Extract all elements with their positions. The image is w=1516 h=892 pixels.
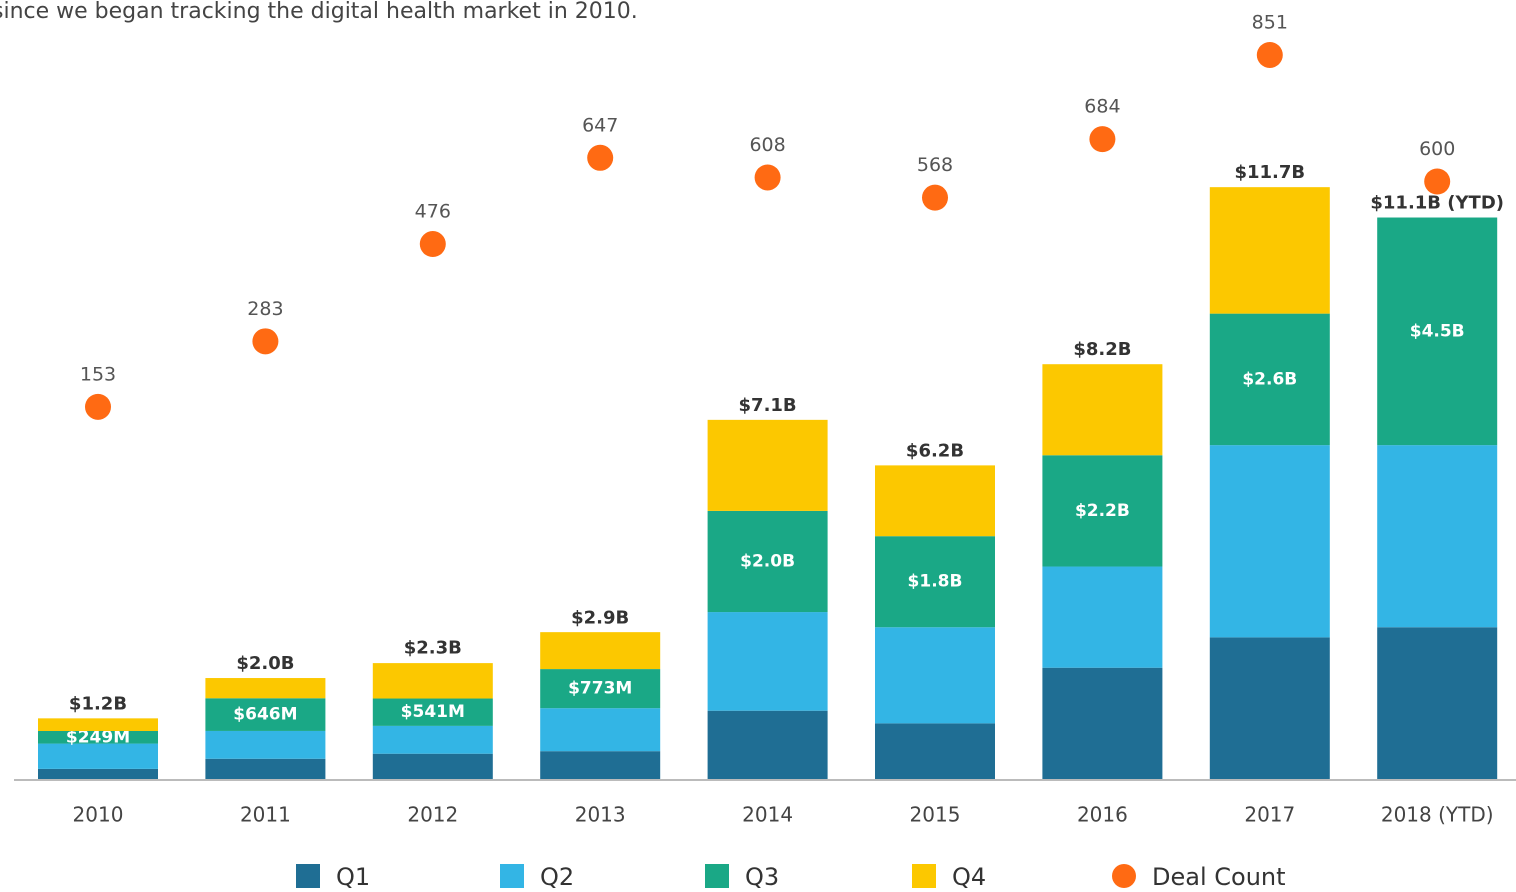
x-tick-label: 2016 xyxy=(1077,803,1128,827)
x-tick-label: 2015 xyxy=(910,803,961,827)
deal-label: 851 xyxy=(1252,11,1288,33)
legend-swatch xyxy=(500,864,524,888)
x-tick-label: 2018 (YTD) xyxy=(1381,803,1494,827)
deal-label: 600 xyxy=(1419,138,1455,160)
bar-segment xyxy=(1209,445,1330,638)
bar-segment xyxy=(205,758,326,779)
bar-segment xyxy=(707,510,828,613)
legend-swatch xyxy=(1112,864,1136,888)
x-tick-label: 2013 xyxy=(575,803,626,827)
bar-segment xyxy=(540,751,661,779)
deal-label: 568 xyxy=(917,154,953,176)
bar-segment xyxy=(875,536,995,628)
legend-swatch xyxy=(705,864,729,888)
bar-segment xyxy=(372,725,493,754)
x-tick-label: 2017 xyxy=(1244,803,1295,827)
bar-segment xyxy=(1209,313,1330,446)
total-label: $7.1B xyxy=(739,395,797,416)
deal-label: 476 xyxy=(415,201,451,223)
x-tick-label: 2012 xyxy=(407,803,458,827)
legend-swatch xyxy=(296,864,320,888)
deal-dot xyxy=(1424,168,1451,195)
total-label: $11.1B (YTD) xyxy=(1370,193,1504,214)
segment-label: $1.8B xyxy=(908,572,963,592)
total-label: $6.2B xyxy=(906,440,964,461)
segment-label: $541M xyxy=(401,702,465,722)
bar-segment xyxy=(372,698,493,726)
bar-segment xyxy=(1209,637,1330,779)
total-label: $2.9B xyxy=(571,607,629,628)
deal-label: 153 xyxy=(80,363,116,385)
deal-dot xyxy=(922,184,948,211)
total-label: $8.2B xyxy=(1073,339,1131,360)
x-tick-label: 2014 xyxy=(742,803,793,827)
bar-segment xyxy=(1209,187,1330,314)
segment-label: $2.0B xyxy=(740,551,795,571)
segment-label: $773M xyxy=(568,679,632,699)
legend-label: Q2 xyxy=(540,863,574,891)
deal-dot xyxy=(252,328,279,355)
x-tick-label: 2011 xyxy=(240,803,291,827)
deal-label: 684 xyxy=(1084,96,1120,118)
bar-segment xyxy=(1377,217,1498,446)
bar-segment xyxy=(38,718,158,731)
total-label: $2.0B xyxy=(236,653,294,674)
bar-segment xyxy=(540,632,661,670)
segment-label: $249M xyxy=(66,727,130,747)
bar-segment xyxy=(1042,364,1163,456)
deal-dot xyxy=(587,144,614,171)
total-label: $2.3B xyxy=(404,638,462,659)
deal-dot xyxy=(1256,41,1283,68)
total-label: $11.7B xyxy=(1234,162,1305,183)
segment-label: $2.2B xyxy=(1075,501,1130,521)
deal-label: 283 xyxy=(247,298,283,320)
total-label: $1.2B xyxy=(69,693,127,714)
deal-dot xyxy=(85,393,111,420)
bar-segment xyxy=(1377,445,1498,628)
bar-segment xyxy=(38,768,158,779)
bar-segment xyxy=(540,669,661,709)
bar-segment xyxy=(205,698,326,731)
x-tick-label: 2010 xyxy=(73,803,124,827)
bar-segment xyxy=(1377,627,1498,779)
legend-label: Deal Count xyxy=(1152,863,1286,891)
bar-segment xyxy=(205,678,326,699)
deal-dot xyxy=(754,164,781,191)
chart-subtitle: since we began tracking the digital heal… xyxy=(0,0,638,24)
segment-label: $646M xyxy=(233,705,297,725)
bar-segment xyxy=(540,708,661,752)
bar-segment xyxy=(875,723,995,779)
bar-segment xyxy=(1042,455,1163,567)
bar-segment xyxy=(1042,667,1163,779)
deal-dot xyxy=(1089,126,1116,153)
deal-label: 608 xyxy=(749,134,785,156)
deal-dot xyxy=(419,231,446,258)
bar-segment xyxy=(875,465,995,537)
legend-swatch xyxy=(912,864,936,888)
bar-segment xyxy=(707,710,828,779)
bar-segment xyxy=(372,753,493,779)
segment-label: $4.5B xyxy=(1410,321,1465,341)
bar-segment xyxy=(38,743,158,769)
legend-label: Q3 xyxy=(745,863,779,891)
deal-label: 647 xyxy=(582,114,618,136)
legend-label: Q1 xyxy=(336,863,370,891)
bar-segment xyxy=(875,627,995,724)
bar-segment xyxy=(372,663,493,699)
segment-label: $2.6B xyxy=(1242,369,1297,389)
bar-segment xyxy=(205,730,326,759)
bar-segment xyxy=(707,419,828,511)
legend-label: Q4 xyxy=(952,863,986,891)
bar-segment xyxy=(1042,566,1163,668)
bar-segment xyxy=(38,730,158,744)
bar-segment xyxy=(707,612,828,711)
